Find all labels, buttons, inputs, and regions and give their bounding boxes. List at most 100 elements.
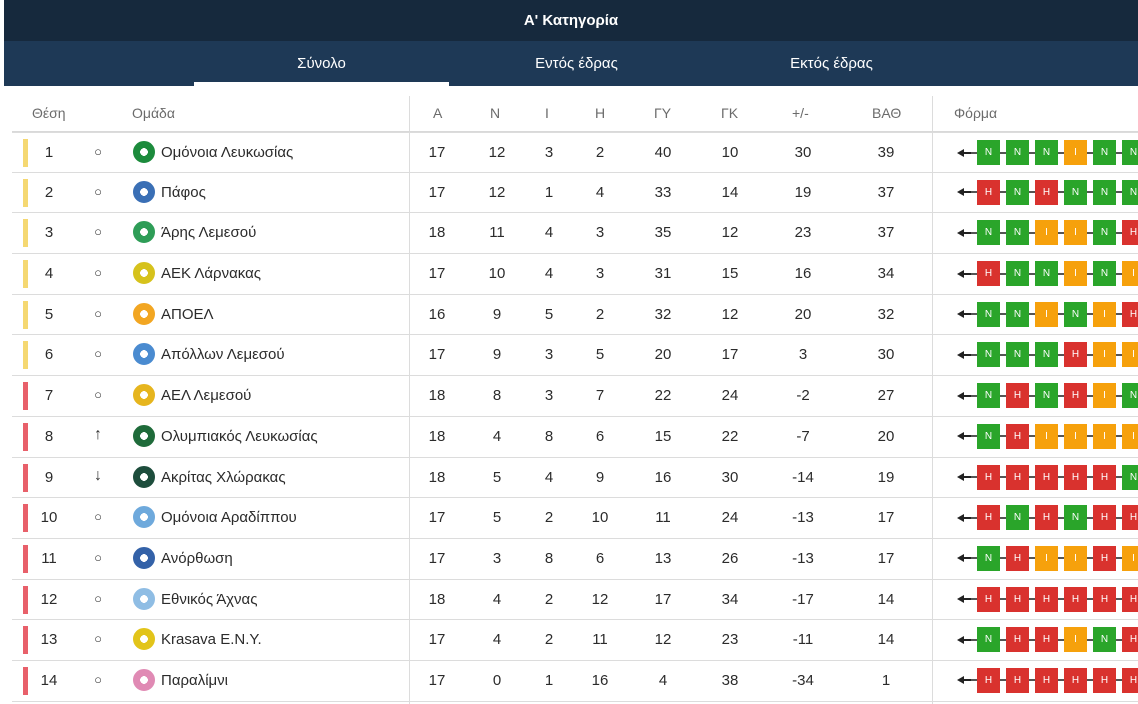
form-badge[interactable]: H (977, 464, 1000, 490)
form-badge[interactable]: N (1006, 179, 1029, 205)
header-points[interactable]: ΒΑΘ (872, 105, 902, 121)
form-badge[interactable]: N (1093, 627, 1116, 653)
form-badge[interactable]: H (1006, 423, 1029, 449)
form-badge[interactable]: H (977, 261, 1000, 287)
form-badge[interactable]: N (1093, 220, 1116, 246)
form-badge[interactable]: I (1064, 220, 1087, 246)
team-name-link[interactable]: Ολυμπιακός Λευκωσίας (161, 427, 318, 445)
form-badge[interactable]: I (1035, 220, 1058, 246)
tab-overall[interactable]: Σύνολο (194, 41, 449, 86)
team-name-link[interactable]: Ομόνοια Λευκωσίας (161, 144, 294, 161)
form-badge[interactable]: H (1093, 505, 1116, 531)
form-badge[interactable]: N (1006, 140, 1029, 165)
form-badge[interactable]: I (1093, 301, 1116, 327)
table-row[interactable]: 7 ○ ΑΕΛ Λεμεσού 18 8 3 7 22 24 -2 27 N H N H I N (12, 376, 1138, 417)
form-badge[interactable]: H (1006, 627, 1029, 653)
team-name-link[interactable]: ΑΕΚ Λάρνακας (161, 265, 261, 283)
form-badge[interactable]: H (977, 667, 1000, 693)
form-badge[interactable]: N (1035, 383, 1058, 409)
header-goals-against[interactable]: ΓΚ (721, 105, 739, 121)
form-badge[interactable]: I (1035, 545, 1058, 571)
team-name-link[interactable]: Πάφος (161, 183, 206, 201)
team-name-link[interactable]: Άρης Λεμεσού (161, 224, 257, 242)
form-badge[interactable]: H (1122, 667, 1138, 693)
table-row[interactable]: 3 ○ Άρης Λεμεσού 18 11 4 3 35 12 23 37 N N I I N H (12, 213, 1138, 255)
table-row[interactable]: 9 ↓ Ακρίτας Χλώρακας 18 5 4 9 16 30 -14 19 H H H H H N (12, 458, 1138, 499)
form-badge[interactable]: N (977, 383, 1000, 409)
form-badge[interactable]: N (1035, 342, 1058, 368)
form-badge[interactable]: N (1006, 301, 1029, 327)
table-row[interactable]: 14 ○ Παραλίμνι 17 0 1 16 4 38 -34 1 H H H H H H (12, 661, 1138, 702)
team-name-link[interactable]: Παραλίμνι (161, 671, 229, 689)
form-badge[interactable]: N (977, 140, 1000, 165)
form-badge[interactable]: H (1064, 667, 1087, 693)
form-badge[interactable]: H (1122, 220, 1138, 246)
form-badge[interactable]: I (1064, 140, 1087, 165)
header-played[interactable]: Α (433, 105, 443, 121)
form-badge[interactable]: N (977, 301, 1000, 327)
form-badge[interactable]: H (1093, 586, 1116, 612)
form-badge[interactable]: N (1064, 301, 1087, 327)
form-badge[interactable]: H (1006, 586, 1029, 612)
form-badge[interactable]: N (1006, 261, 1029, 287)
form-badge[interactable]: I (1035, 301, 1058, 327)
table-row[interactable]: 4 ○ ΑΕΚ Λάρνακας 17 10 4 3 31 15 16 34 H N N I N I (12, 254, 1138, 295)
form-badge[interactable]: N (1093, 179, 1116, 205)
team-name-link[interactable]: ΑΠΟΕΛ (161, 305, 214, 323)
form-badge[interactable]: N (977, 627, 1000, 653)
form-badge[interactable]: N (977, 342, 1000, 368)
form-badge[interactable]: N (1093, 261, 1116, 287)
form-badge[interactable]: H (1122, 505, 1138, 531)
form-badge[interactable]: H (1093, 545, 1116, 571)
table-row[interactable]: 6 ○ Απόλλων Λεμεσού 17 9 3 5 20 17 3 30 N N N H I I (12, 335, 1138, 377)
form-badge[interactable]: N (1122, 179, 1138, 205)
form-badge[interactable]: H (1122, 301, 1138, 327)
table-row[interactable]: 5 ○ ΑΠΟΕΛ 16 9 5 2 32 12 20 32 N N I N I H (12, 295, 1138, 336)
tab-home[interactable]: Εντός έδρας (535, 55, 618, 72)
form-badge[interactable]: I (1093, 423, 1116, 449)
form-badge[interactable]: N (1006, 505, 1029, 531)
form-badge[interactable]: N (1035, 140, 1058, 165)
form-badge[interactable]: H (1035, 464, 1058, 490)
header-goal-diff[interactable]: +/- (792, 105, 809, 121)
form-badge[interactable]: H (1035, 667, 1058, 693)
table-row[interactable]: 1 ○ Ομόνοια Λευκωσίας 17 12 3 2 40 10 30 39 N N N I N N (12, 132, 1138, 173)
form-badge[interactable]: I (1122, 423, 1138, 449)
header-lost[interactable]: Η (595, 105, 606, 121)
form-badge[interactable]: H (1122, 586, 1138, 612)
form-badge[interactable]: N (1006, 342, 1029, 368)
form-badge[interactable]: N (1035, 261, 1058, 287)
form-badge[interactable]: H (1006, 383, 1029, 409)
form-badge[interactable]: N (1122, 140, 1138, 165)
form-badge[interactable]: N (977, 423, 1000, 449)
form-badge[interactable]: I (1093, 383, 1116, 409)
header-team[interactable]: Ομάδα (132, 105, 175, 121)
table-row[interactable]: 13 ○ Krasava E.N.Y. 17 4 2 11 12 23 -11 14 N H H I N H (12, 620, 1138, 661)
form-badge[interactable]: H (977, 179, 1000, 205)
form-badge[interactable]: H (1035, 627, 1058, 653)
table-row[interactable]: 2 ○ Πάφος 17 12 1 4 33 14 19 37 H N H N N N (12, 173, 1138, 214)
form-badge[interactable]: N (1122, 464, 1138, 490)
form-badge[interactable]: N (1064, 179, 1087, 205)
form-badge[interactable]: I (1122, 545, 1138, 571)
form-badge[interactable]: N (1122, 383, 1138, 409)
form-badge[interactable]: I (1064, 261, 1087, 287)
form-badge[interactable]: H (1064, 342, 1087, 368)
form-badge[interactable]: H (1064, 464, 1087, 490)
header-won[interactable]: Ν (490, 105, 501, 121)
header-form[interactable]: Φόρμα (954, 105, 998, 121)
form-badge[interactable]: N (977, 545, 1000, 571)
form-badge[interactable]: H (1035, 179, 1058, 205)
table-row[interactable]: 10 ○ Ομόνοια Αραδίππου 17 5 2 10 11 24 -13 17 H N H N H… (12, 498, 1138, 539)
form-badge[interactable]: N (1006, 220, 1029, 246)
form-badge[interactable]: H (1035, 586, 1058, 612)
form-badge[interactable]: H (1006, 464, 1029, 490)
team-name-link[interactable]: Εθνικός Άχνας (161, 590, 258, 608)
header-goals-for[interactable]: ΓΥ (654, 105, 672, 121)
header-draw[interactable]: Ι (545, 105, 549, 121)
form-badge[interactable]: N (1093, 140, 1116, 165)
form-badge[interactable]: H (977, 505, 1000, 531)
form-badge[interactable]: H (977, 586, 1000, 612)
form-badge[interactable]: H (1006, 667, 1029, 693)
form-badge[interactable]: I (1035, 423, 1058, 449)
